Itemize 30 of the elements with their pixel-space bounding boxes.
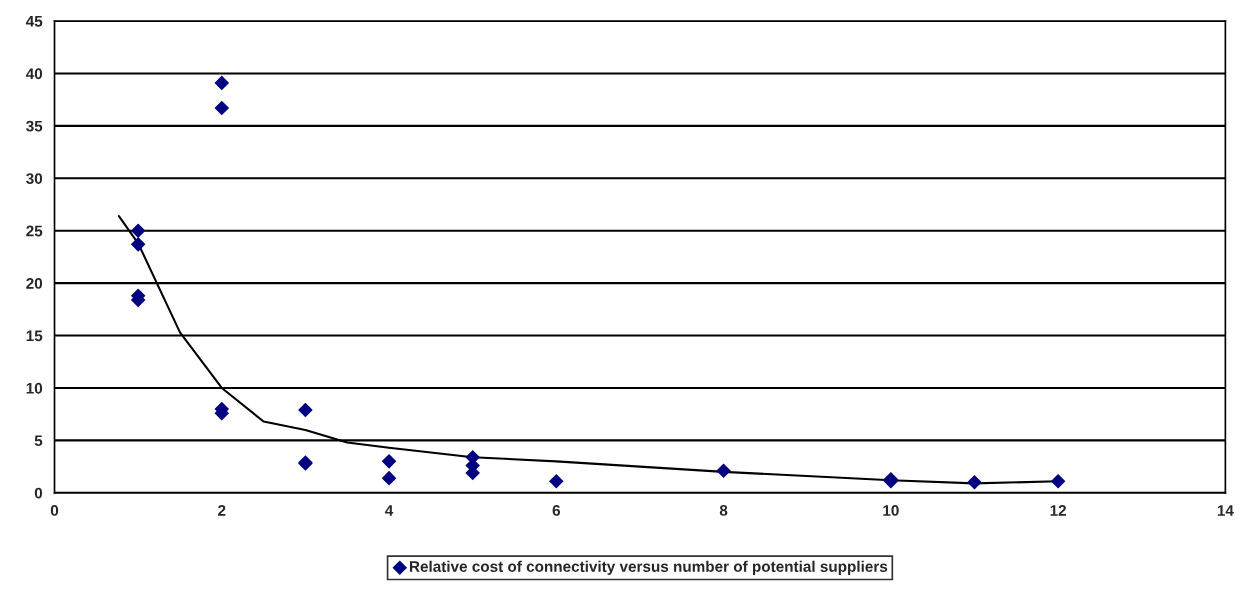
point [214,100,230,116]
point [381,454,397,469]
point [298,402,313,418]
x-tick-label: 2 [218,505,226,516]
point [1050,474,1066,489]
point [381,470,397,486]
y-tick-label: 10 [26,382,43,394]
y-tick-label: 30 [26,173,43,184]
x-tick-label: 14 [1217,505,1234,516]
y-tick-label: 20 [26,278,43,289]
point [130,237,146,252]
point [214,75,230,91]
legend-label: Relative cost of connectivity versus number of potential suppliers [409,560,888,575]
y-tick-label: 25 [26,225,43,237]
y-tick-label: 35 [26,120,43,132]
y-tick-label: 5 [34,435,43,447]
x-tick-label: 10 [883,505,899,516]
x-tick-label: 12 [1050,505,1066,516]
y-tick-label: 40 [25,68,43,80]
point [716,463,731,479]
x-tick-label: 6 [552,505,561,516]
y-tick-label: 0 [34,487,43,499]
x-tick-label: 4 [385,505,394,516]
point [549,474,564,489]
point [130,223,146,238]
point [967,475,982,490]
x-tick-label: 8 [719,505,728,516]
y-tick-label: 15 [26,330,43,342]
y-tick-label: 45 [25,16,43,27]
x-tick-label: 0 [50,505,59,516]
